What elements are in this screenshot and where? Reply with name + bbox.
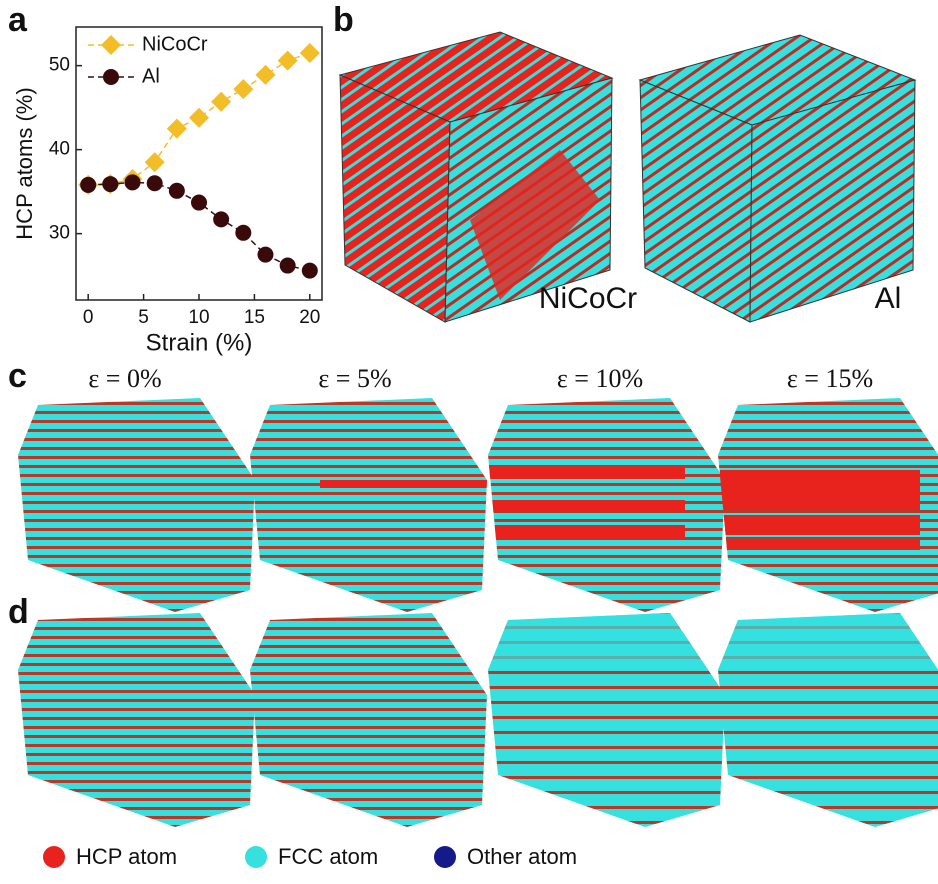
hcp-band <box>485 465 685 479</box>
grain <box>700 605 938 835</box>
grain-fill <box>232 390 502 620</box>
x-tick-label: 20 <box>299 307 320 328</box>
x-tick-label: 10 <box>188 307 209 328</box>
atom-legend: HCP atom FCC atom Other atom <box>43 844 577 869</box>
grain-fill <box>0 390 270 620</box>
panel-label: d <box>8 593 29 631</box>
grain <box>0 390 270 620</box>
legend-label: FCC atom <box>278 844 378 869</box>
marker <box>300 43 320 63</box>
hcp-band <box>720 470 920 510</box>
y-tick-label: 40 <box>49 139 70 160</box>
legend-label: Other atom <box>467 844 577 869</box>
grain <box>470 605 740 835</box>
marker <box>233 79 253 99</box>
legend-label: Al <box>142 65 160 87</box>
marker <box>80 177 96 193</box>
x-axis-label: Strain (%) <box>146 329 253 356</box>
grains <box>0 390 938 835</box>
panel-label: b <box>333 1 354 39</box>
cube-al <box>640 35 915 322</box>
y-tick-label: 50 <box>49 55 70 76</box>
marker <box>280 258 296 274</box>
marker <box>278 51 298 71</box>
grain <box>232 390 520 620</box>
legend-label: NiCoCr <box>142 33 208 55</box>
structure-label: NiCoCr <box>539 282 637 315</box>
marker <box>102 176 118 192</box>
strain-label: ε = 10% <box>557 364 643 393</box>
marker <box>257 247 273 263</box>
grain <box>470 390 740 620</box>
figure: a b c d 0 5 10 15 20 30 40 50 Strain (%) HCP atom… <box>0 0 938 879</box>
grain <box>0 605 270 835</box>
marker <box>302 263 318 279</box>
marker <box>167 119 187 139</box>
marker <box>255 65 275 85</box>
grain <box>232 605 502 835</box>
marker <box>211 92 231 112</box>
grain-fill <box>232 605 502 835</box>
panel-label: a <box>8 1 28 39</box>
marker <box>103 69 119 85</box>
marker <box>191 195 207 211</box>
panel-label: c <box>8 357 27 395</box>
marker <box>189 108 209 128</box>
hcp-band <box>720 540 920 550</box>
marker <box>235 225 251 241</box>
strain-label: ε = 15% <box>787 364 873 393</box>
y-tick-label: 30 <box>49 223 70 244</box>
hcp-band <box>485 500 685 512</box>
hcp-band <box>485 525 685 539</box>
cube-nicocr <box>340 32 612 322</box>
marker <box>101 35 121 55</box>
y-axis-label: HCP atoms (%) <box>12 87 37 239</box>
legend-label: HCP atom <box>76 844 177 869</box>
hcp-band <box>320 480 520 488</box>
hcp-band <box>720 515 920 535</box>
strain-label: ε = 5% <box>318 364 391 393</box>
grain <box>700 390 938 620</box>
marker <box>147 175 163 191</box>
strain-label: ε = 0% <box>88 364 161 393</box>
fcc-region <box>470 610 740 670</box>
structure-label: Al <box>875 282 902 315</box>
x-tick-label: 5 <box>138 307 149 328</box>
x-tick-label: 0 <box>83 307 94 328</box>
marker <box>169 183 185 199</box>
chart: 0 5 10 15 20 30 40 50 Strain (%) HCP atoms (%) NiC… <box>12 27 322 356</box>
fcc-region <box>700 610 938 670</box>
grain-fill <box>0 605 270 835</box>
marker <box>125 174 141 190</box>
x-tick-label: 15 <box>244 307 265 328</box>
marker <box>213 211 229 227</box>
marker <box>145 152 165 172</box>
